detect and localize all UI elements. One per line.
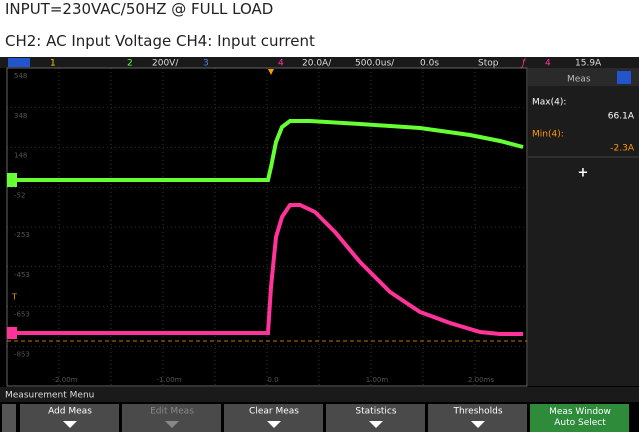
timebase: 500.0us/ [355, 59, 395, 69]
meas-panel [528, 68, 639, 386]
trigger-ch: 4 [545, 59, 551, 69]
button-label: Edit Meas [150, 407, 194, 417]
y-label: -52 [14, 191, 25, 199]
trigger-level: 15.9A [575, 59, 602, 69]
trigger-icon: ƒ [520, 59, 527, 69]
min-label: Min(4): [532, 130, 564, 140]
scope-screen: 1 2 200V/ 3 4 20.0A/ 500.0us/ 0.0s Stop … [0, 57, 639, 432]
menu-button[interactable] [530, 404, 629, 432]
y-label: 148 [14, 152, 27, 160]
delay: 0.0s [420, 59, 439, 69]
ch2-label: 2 [127, 59, 133, 69]
min-value: -2.3A [610, 144, 635, 154]
y-label: -653 [14, 311, 30, 319]
run-state: Stop [478, 59, 499, 69]
trigger-marker: T [11, 293, 17, 302]
x-label: -1.00m [157, 376, 182, 384]
menu-bar [0, 387, 639, 402]
menu-icon [8, 58, 30, 67]
x-label: 1.00m [366, 376, 389, 384]
button-label: Clear Meas [249, 407, 299, 417]
max-value: 66.1A [608, 112, 635, 122]
button-arrow [63, 421, 77, 428]
ch2-scale: 200V/ [152, 59, 179, 69]
x-label: -2.00m [53, 376, 78, 384]
y-label: -453 [14, 271, 30, 279]
ch4-marker [7, 327, 17, 339]
x-label: 2.00ms [468, 376, 494, 384]
button-arrow [267, 421, 281, 428]
caption: INPUT=230VAC/50HZ @ FULL LOAD [5, 0, 274, 18]
menu-title: Measurement Menu [5, 391, 94, 401]
ch4-label: 4 [278, 59, 284, 69]
button-arrow [471, 421, 485, 428]
max-label: Max(4): [532, 98, 566, 108]
ch1-label: 1 [50, 59, 56, 69]
button-label: Add Meas [48, 407, 92, 417]
status-bar [0, 57, 639, 68]
button-label: Thresholds [452, 407, 502, 417]
y-label: 548 [14, 72, 27, 80]
grid-frame [6, 67, 528, 387]
menu-back[interactable] [2, 404, 16, 432]
y-label: 348 [14, 112, 27, 120]
button-label: Statistics [355, 407, 396, 417]
ch2-trace [7, 119, 524, 182]
x-label: 0.0 [267, 376, 278, 384]
ch4-trace [7, 203, 523, 336]
y-label: -253 [14, 231, 30, 239]
add-meas-icon[interactable]: + [578, 166, 589, 181]
graticule [7, 68, 527, 386]
button-label: Meas Window Auto Select [549, 407, 611, 428]
meas-title: Meas [567, 75, 591, 85]
caption: CH2: AC Input Voltage CH4: Input current [5, 32, 315, 50]
trigger-position [268, 69, 274, 75]
button-arrow [369, 421, 383, 428]
ch2-marker [7, 173, 17, 187]
button-arrow [165, 421, 179, 428]
meas-panel-header [528, 68, 639, 86]
panel-icon [617, 71, 631, 84]
ch4-scale: 20.0A/ [302, 59, 332, 69]
y-label: -853 [14, 350, 30, 358]
ch3-label: 3 [203, 59, 209, 69]
